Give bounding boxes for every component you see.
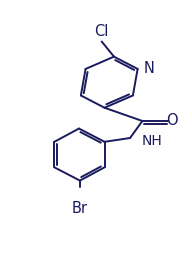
Text: Br: Br: [72, 202, 88, 217]
Text: Cl: Cl: [94, 24, 109, 39]
Text: O: O: [166, 113, 178, 128]
Text: NH: NH: [142, 134, 162, 148]
Text: N: N: [143, 61, 154, 76]
